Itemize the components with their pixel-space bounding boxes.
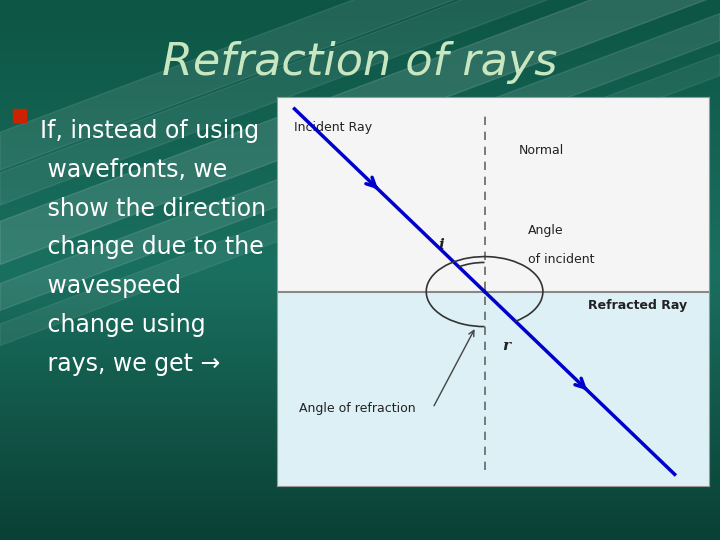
Text: i: i [438,238,444,252]
Text: show the direction: show the direction [40,197,266,220]
Text: of incident: of incident [528,253,594,266]
Bar [277,292,709,486]
Text: Angle: Angle [528,224,563,237]
Text: Normal: Normal [519,144,564,157]
Text: Incident Ray: Incident Ray [294,120,373,133]
Text: Angle of refraction: Angle of refraction [299,402,415,415]
Text: Refracted Ray: Refracted Ray [588,299,688,312]
Bar [277,97,709,292]
Text: r: r [502,339,510,353]
Text: rays, we get →: rays, we get → [40,352,220,376]
Bar [13,109,26,122]
Text: If, instead of using: If, instead of using [40,119,258,143]
Text: change using: change using [40,313,205,337]
Text: change due to the: change due to the [40,235,264,259]
Text: Refraction of rays: Refraction of rays [162,40,558,84]
Text: wavefronts, we: wavefronts, we [40,158,227,181]
Text: wavespeed: wavespeed [40,274,181,298]
